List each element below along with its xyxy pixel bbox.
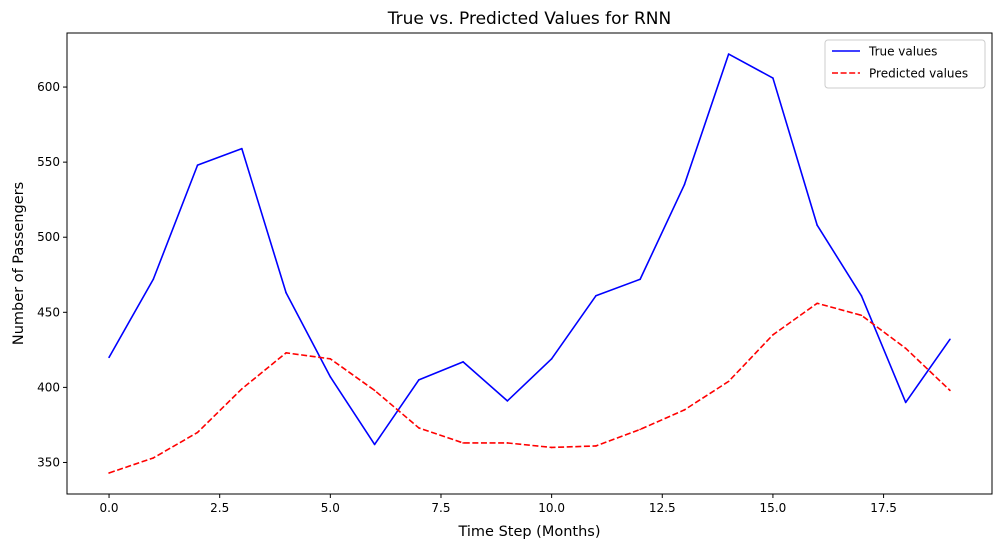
data-point	[860, 314, 863, 317]
data-point	[196, 431, 199, 434]
data-point	[816, 224, 818, 227]
y-tick-label: 550	[37, 155, 60, 169]
x-tick-label: 7.5	[431, 501, 450, 515]
y-tick-label: 500	[37, 230, 60, 244]
data-point	[506, 400, 509, 402]
x-axis-label: Time Step (Months)	[457, 524, 600, 540]
legend-label-predicted-values: Predicted values	[869, 67, 968, 81]
data-point	[108, 472, 110, 474]
plot-background	[67, 33, 992, 494]
data-point	[639, 428, 641, 431]
data-point	[329, 376, 332, 378]
x-tick-label: 2.5	[210, 501, 229, 515]
data-point	[462, 442, 464, 444]
data-point	[462, 361, 464, 363]
data-point	[772, 77, 774, 79]
data-point	[241, 147, 243, 150]
x-tick-label: 17.5	[870, 501, 897, 515]
chart-title: True vs. Predicted Values for RNN	[387, 9, 671, 29]
data-point	[285, 352, 287, 354]
legend-box	[824, 39, 986, 89]
data-point	[196, 164, 199, 166]
data-point	[816, 302, 818, 305]
data-point	[152, 278, 155, 281]
data-point	[108, 356, 110, 359]
x-tick-label: 12.5	[649, 501, 676, 515]
y-tick-label: 350	[37, 455, 60, 469]
y-tick-label: 400	[37, 380, 60, 394]
data-point	[550, 358, 553, 360]
data-point	[285, 291, 287, 294]
data-point	[241, 388, 243, 390]
data-point	[860, 294, 863, 297]
series-line-predicted-values	[108, 302, 951, 474]
y-tick-label: 600	[37, 80, 60, 94]
x-tick-label: 5.0	[321, 501, 340, 515]
x-tick-label: 0.0	[99, 501, 118, 515]
plot-frame	[66, 32, 993, 495]
data-point	[904, 401, 907, 404]
data-point	[595, 445, 597, 447]
data-point	[683, 409, 686, 411]
data-point	[949, 389, 951, 392]
legend-label-true-values: True values	[868, 45, 937, 59]
data-point	[418, 427, 420, 429]
x-tick-label: 10.0	[538, 501, 565, 515]
data-point	[373, 443, 376, 446]
data-point	[639, 278, 641, 281]
data-point	[329, 358, 332, 360]
legend: True values Predicted values	[824, 39, 986, 89]
data-point	[949, 338, 951, 341]
series-line-true-values	[108, 53, 951, 446]
y-axis-label: Number of Passengers	[11, 182, 27, 345]
data-point	[683, 183, 686, 186]
data-point	[152, 457, 155, 459]
x-tick-label: 15.0	[760, 501, 787, 515]
data-point	[550, 446, 553, 449]
data-point	[373, 389, 376, 392]
data-point	[418, 379, 420, 381]
data-point	[727, 380, 730, 383]
data-point	[595, 294, 597, 297]
y-tick-label: 450	[37, 305, 60, 319]
data-point	[772, 334, 774, 336]
data-point	[506, 442, 509, 444]
data-point	[727, 53, 730, 55]
data-point	[904, 347, 907, 350]
